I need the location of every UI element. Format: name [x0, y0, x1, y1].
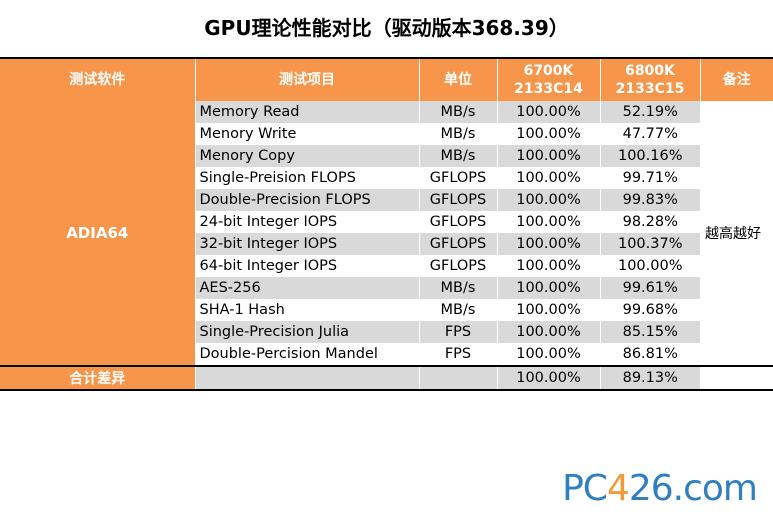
- item-cell: Menory Write: [194, 123, 419, 145]
- total-row: 合计差异 100.00% 89.13%: [0, 365, 773, 391]
- logo-text-domain: 26.com: [628, 468, 758, 509]
- value-6800k-cell: 100.37%: [599, 233, 700, 255]
- header-col1: 6700K 2133C14: [496, 58, 600, 101]
- unit-cell: MB/s: [418, 123, 497, 145]
- page-title: GPU理论性能对比（驱动版本368.39）: [204, 16, 569, 40]
- value-6700k-cell: 100.00%: [496, 123, 600, 145]
- value-6700k-cell: 100.00%: [496, 211, 600, 233]
- header-row: 测试软件 测试项目 单位 6700K 2133C14 6800K 2133C15…: [0, 58, 773, 101]
- table-row: Menory Write MB/s 100.00% 47.77%: [0, 123, 773, 145]
- unit-cell: GFLOPS: [418, 211, 497, 233]
- unit-cell: FPS: [418, 321, 497, 343]
- note-cell: 越高越好: [700, 101, 773, 366]
- table-row: 32-bit Integer IOPS GFLOPS 100.00% 100.37%: [0, 233, 773, 255]
- item-cell: 32-bit Integer IOPS: [194, 233, 419, 255]
- total-empty-note: [700, 365, 773, 391]
- table-row: AES-256 MB/s 100.00% 99.61%: [0, 277, 773, 299]
- value-6700k-cell: 100.00%: [496, 189, 600, 211]
- value-6800k-cell: 86.81%: [599, 343, 700, 366]
- item-cell: Single-Preision FLOPS: [194, 167, 419, 189]
- header-col1-line1: 6700K: [523, 63, 574, 79]
- item-cell: Memory Read: [194, 101, 419, 123]
- unit-cell: FPS: [418, 343, 497, 366]
- table-row: ADIA64 Memory Read MB/s 100.00% 52.19% 越高越好: [0, 101, 773, 366]
- header-software: 测试软件: [0, 58, 195, 101]
- value-6700k-cell: 100.00%: [496, 167, 600, 189]
- unit-cell: MB/s: [418, 299, 497, 321]
- header-col2-line2: 2133C15: [615, 81, 685, 97]
- value-6800k-cell: 99.71%: [599, 167, 700, 189]
- value-6700k-cell: 100.00%: [496, 343, 600, 366]
- table-row: Single-Precision Julia FPS 100.00% 85.15%: [0, 321, 773, 343]
- item-cell: SHA-1 Hash: [194, 299, 419, 321]
- header-col2: 6800K 2133C15: [599, 58, 700, 101]
- value-6800k-cell: 100.00%: [599, 255, 700, 277]
- total-empty-item: [194, 365, 419, 391]
- value-6700k-cell: 100.00%: [496, 101, 600, 123]
- value-6700k-cell: 100.00%: [496, 299, 600, 321]
- watermark-logo: PC426.com: [562, 468, 758, 509]
- unit-cell: GFLOPS: [418, 233, 497, 255]
- value-6700k-cell: 100.00%: [496, 277, 600, 299]
- value-6800k-cell: 99.61%: [599, 277, 700, 299]
- unit-cell: GFLOPS: [418, 167, 497, 189]
- unit-cell: GFLOPS: [418, 189, 497, 211]
- value-6800k-cell: 52.19%: [599, 101, 700, 123]
- table-row: 24-bit Integer IOPS GFLOPS 100.00% 98.28%: [0, 211, 773, 233]
- logo-text-pc: PC: [562, 468, 608, 509]
- item-cell: AES-256: [194, 277, 419, 299]
- value-6800k-cell: 99.83%: [599, 189, 700, 211]
- item-cell: Single-Precision Julia: [194, 321, 419, 343]
- item-cell: Double-Percision Mandel: [194, 343, 419, 366]
- value-6700k-cell: 100.00%: [496, 145, 600, 167]
- value-6800k-cell: 47.77%: [599, 123, 700, 145]
- value-6700k-cell: 100.00%: [496, 321, 600, 343]
- table-row: Double-Percision Mandel FPS 100.00% 86.81%: [0, 343, 773, 366]
- table-row: 64-bit Integer IOPS GFLOPS 100.00% 100.00%: [0, 255, 773, 277]
- unit-cell: MB/s: [418, 277, 497, 299]
- header-item: 测试项目: [194, 58, 419, 101]
- total-label: 合计差异: [0, 365, 195, 391]
- item-cell: Double-Precision FLOPS: [194, 189, 419, 211]
- item-cell: Menory Copy: [194, 145, 419, 167]
- total-value-6800k: 89.13%: [599, 365, 700, 391]
- comparison-table: 测试软件 测试项目 单位 6700K 2133C14 6800K 2133C15…: [0, 57, 773, 391]
- header-note: 备注: [699, 58, 773, 101]
- table-row: Double-Precision FLOPS GFLOPS 100.00% 99.83…: [0, 189, 773, 211]
- value-6800k-cell: 85.15%: [599, 321, 700, 343]
- total-empty-unit: [418, 365, 497, 391]
- unit-cell: MB/s: [418, 101, 497, 123]
- value-6800k-cell: 98.28%: [599, 211, 700, 233]
- logo-text-4: 4: [606, 468, 630, 509]
- item-cell: 64-bit Integer IOPS: [194, 255, 419, 277]
- header-unit: 单位: [418, 58, 497, 101]
- total-value-6700k: 100.00%: [496, 365, 600, 391]
- unit-cell: GFLOPS: [418, 255, 497, 277]
- value-6800k-cell: 100.16%: [599, 145, 700, 167]
- table-row: Single-Preision FLOPS GFLOPS 100.00% 99.71%: [0, 167, 773, 189]
- unit-cell: MB/s: [418, 145, 497, 167]
- table-row: Menory Copy MB/s 100.00% 100.16%: [0, 145, 773, 167]
- software-cell: ADIA64: [0, 101, 195, 366]
- value-6700k-cell: 100.00%: [496, 255, 600, 277]
- table-row: SHA-1 Hash MB/s 100.00% 99.68%: [0, 299, 773, 321]
- value-6700k-cell: 100.00%: [496, 233, 600, 255]
- header-col2-line1: 6800K: [625, 63, 675, 79]
- item-cell: 24-bit Integer IOPS: [194, 211, 419, 233]
- value-6800k-cell: 99.68%: [599, 299, 700, 321]
- header-col1-line2: 2133C14: [514, 81, 583, 97]
